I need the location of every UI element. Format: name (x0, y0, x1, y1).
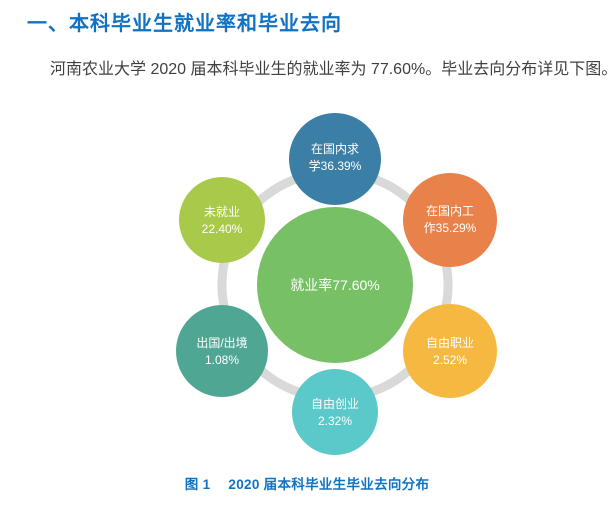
svg-text:在国内求: 在国内求 (311, 142, 359, 156)
svg-text:出国/出境: 出国/出境 (196, 335, 247, 350)
svg-text:未就业: 未就业 (204, 205, 240, 219)
svg-text:22.40%: 22.40% (202, 222, 243, 236)
svg-text:自由职业: 自由职业 (426, 336, 474, 350)
svg-text:作35.29%: 作35.29% (424, 221, 477, 235)
svg-text:2.32%: 2.32% (318, 414, 352, 428)
svg-text:在国内工: 在国内工 (426, 204, 474, 218)
svg-text:就业率77.60%: 就业率77.60% (290, 277, 379, 293)
svg-text:学36.39%: 学36.39% (309, 158, 362, 173)
svg-text:1.08%: 1.08% (205, 353, 239, 367)
svg-text:自由创业: 自由创业 (311, 397, 359, 411)
svg-text:2.52%: 2.52% (433, 353, 467, 367)
